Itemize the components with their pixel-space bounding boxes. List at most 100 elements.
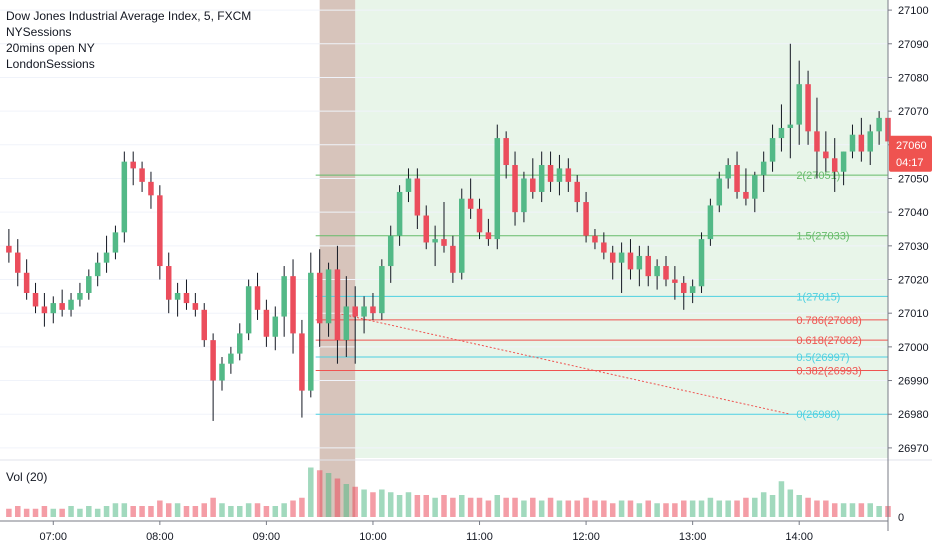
candle-body <box>512 165 518 213</box>
candle-body <box>743 191 749 199</box>
indicator-london-sessions[interactable]: LondonSessions <box>6 57 95 71</box>
candle <box>698 232 705 293</box>
symbol-title[interactable]: Dow Jones Industrial Average Index, 5, F… <box>6 9 252 23</box>
candle <box>876 111 882 145</box>
fib-trend-line <box>337 312 791 415</box>
volume-bar <box>361 489 367 517</box>
candle-body <box>867 131 873 152</box>
indicator-ny-sessions[interactable]: NYSessions <box>6 25 72 39</box>
candle <box>219 356 225 391</box>
candle-body <box>237 333 243 354</box>
candle-body <box>663 266 669 280</box>
volume-bar <box>530 497 536 517</box>
candle <box>441 202 447 253</box>
volume-bar <box>165 503 172 517</box>
price-tick-label: 26970 <box>898 443 929 455</box>
candle-body <box>68 299 74 310</box>
candle <box>263 299 270 347</box>
candle <box>396 185 403 246</box>
candle <box>325 262 332 337</box>
volume-bar <box>379 489 385 517</box>
candle-body <box>485 232 492 240</box>
time-tick-label: 08:00 <box>146 531 174 543</box>
volume-bar <box>210 497 216 517</box>
volume-bar <box>157 500 163 517</box>
candle-body <box>538 165 545 192</box>
volume-bar <box>769 495 776 517</box>
candle <box>725 158 731 189</box>
candle <box>77 282 83 307</box>
candle-body <box>698 239 705 287</box>
candle-body <box>627 252 634 270</box>
volume-bar <box>565 500 572 517</box>
fib-level-label: 0.618(27002) <box>796 335 861 347</box>
candle <box>201 303 207 347</box>
volume-bar <box>414 495 421 517</box>
candle-body <box>183 292 190 304</box>
candle-body <box>50 303 57 314</box>
volume-bar <box>41 506 48 517</box>
candle <box>387 225 394 283</box>
fib-level-label: 0.382(26993) <box>796 365 861 377</box>
volume-bar <box>316 470 323 517</box>
candle <box>627 239 634 280</box>
volume-bar <box>636 503 643 517</box>
candle <box>423 205 429 250</box>
price-tick-label: 27040 <box>898 207 929 219</box>
candle-body <box>86 276 92 293</box>
candle-body <box>467 198 474 209</box>
volume-bar <box>689 500 696 517</box>
volume-bar <box>94 508 101 517</box>
candle <box>112 225 119 260</box>
volume-bar <box>592 500 598 517</box>
volume-bar <box>370 492 376 517</box>
candle-body <box>15 252 21 273</box>
candle <box>689 279 696 304</box>
candle-body <box>130 161 136 169</box>
price-tick-label: 26980 <box>898 409 929 421</box>
candle-body <box>23 272 30 293</box>
candle <box>778 104 785 152</box>
candle-body <box>716 178 723 206</box>
last-price-value: 27060 <box>896 140 927 152</box>
volume-bar <box>476 497 483 517</box>
candle-body <box>334 269 341 341</box>
candle-body <box>103 252 110 263</box>
volume-bar <box>139 506 145 517</box>
volume-bar <box>743 497 749 517</box>
candle <box>352 286 358 364</box>
candle <box>103 235 110 273</box>
volume-bar <box>130 506 136 517</box>
candle-body <box>583 202 589 236</box>
candle-body <box>707 205 714 240</box>
candle <box>734 151 740 199</box>
candle <box>139 161 145 192</box>
candle-body <box>139 168 145 182</box>
volume-bar <box>787 489 794 517</box>
candle-body <box>325 269 332 324</box>
candle-body <box>840 151 847 172</box>
volume-bar <box>609 503 616 517</box>
last-price-tag <box>889 135 932 172</box>
candle <box>592 229 598 250</box>
volume-bar <box>805 497 811 517</box>
candle <box>15 239 21 287</box>
volume-bar <box>876 506 882 517</box>
volume-bar <box>716 500 723 517</box>
candle-body <box>299 333 305 391</box>
indicator-20min-open[interactable]: 20mins open NY <box>6 41 95 55</box>
candle-body <box>396 191 403 236</box>
candle-body <box>547 165 554 182</box>
candle <box>787 43 794 159</box>
candle-body <box>734 165 740 192</box>
candle <box>805 70 811 145</box>
candle <box>565 158 572 192</box>
candle-body <box>787 124 794 128</box>
candle-body <box>245 286 252 334</box>
volume-legend[interactable]: Vol (20) <box>6 470 48 484</box>
price-tick-label: 27000 <box>898 342 929 354</box>
candle <box>50 296 57 324</box>
volume-bar <box>698 500 705 517</box>
candle-body <box>272 316 279 337</box>
